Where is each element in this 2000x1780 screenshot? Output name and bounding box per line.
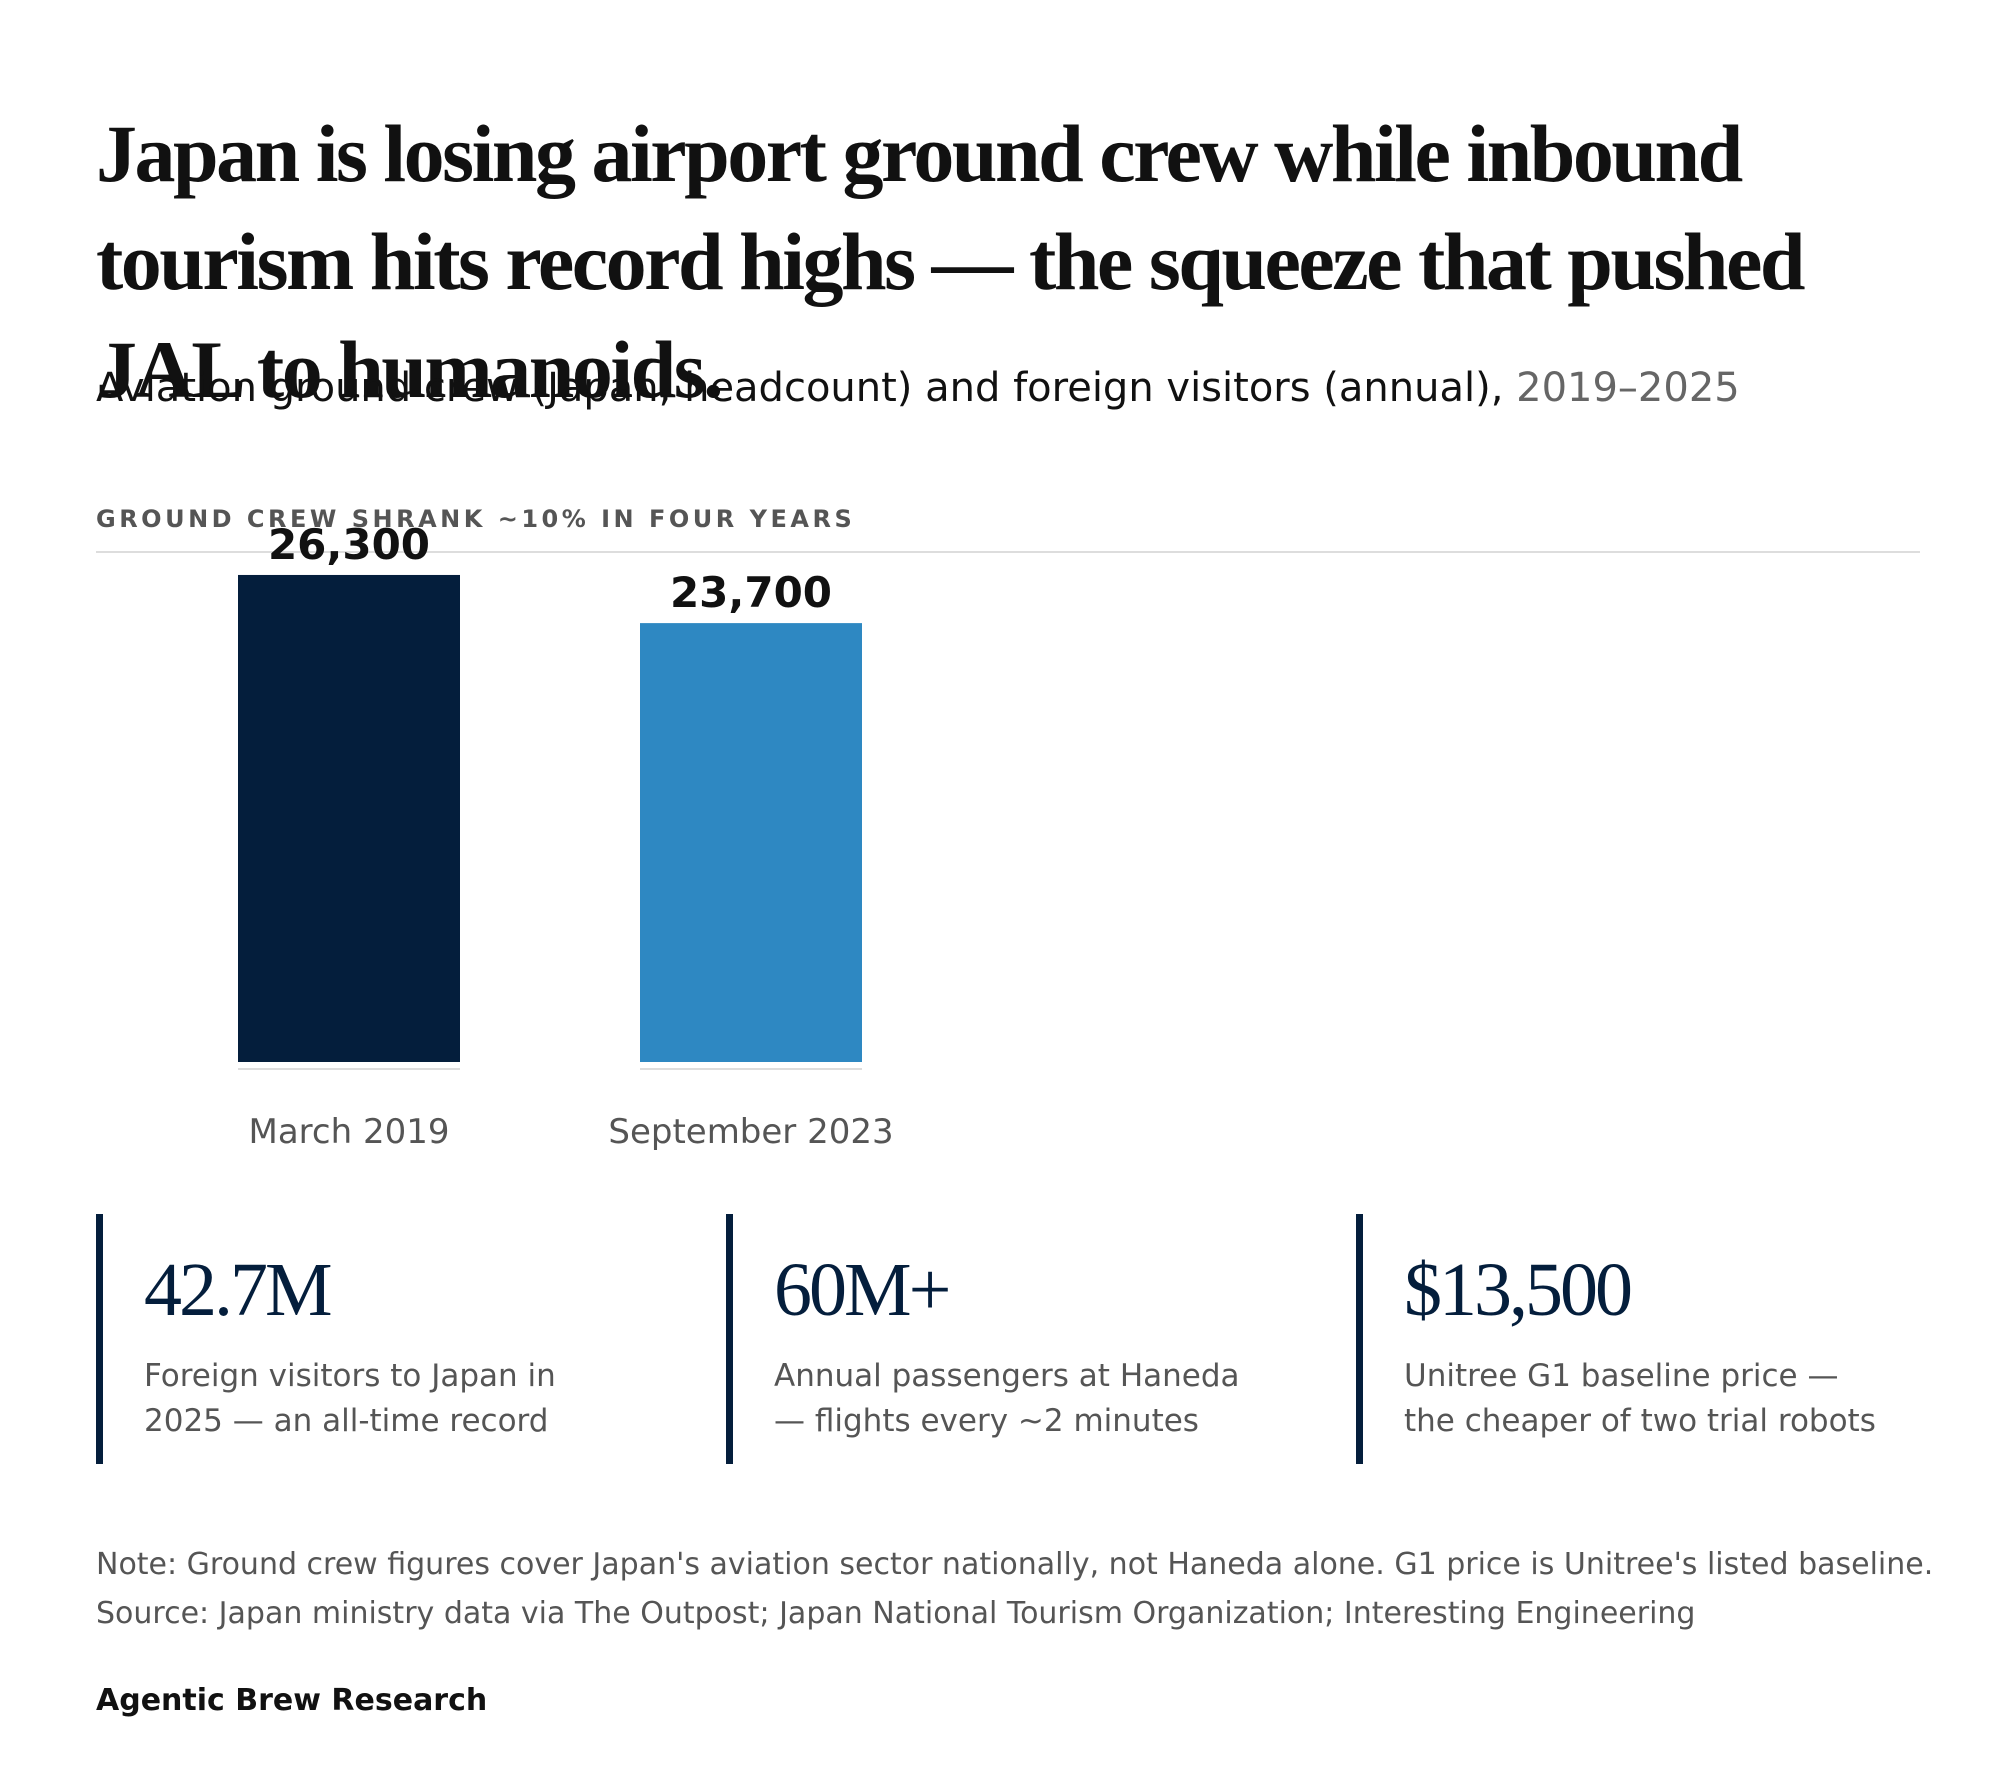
bar-2 [640, 623, 862, 1062]
stat-value: 60M+ [774, 1248, 951, 1332]
subtitle: Aviation ground crew (Japan, headcount) … [96, 360, 1936, 416]
chart-panel-label: GROUND CREW SHRANK ~10% IN FOUR YEARS [96, 505, 856, 533]
stat-value: $13,500 [1404, 1248, 1633, 1332]
stat-card-robot-price: $13,500 Unitree G1 baseline price — the … [1356, 1214, 1916, 1464]
stat-description: Annual passengers at Haneda — flights ev… [774, 1358, 1240, 1439]
brand-credit: Agentic Brew Research [96, 1683, 488, 1718]
stats-row: 42.7M Foreign visitors to Japan in 2025 … [96, 1214, 1936, 1464]
ground-crew-bar-chart: 26,300 March 2019 23,700 September 2023 [238, 520, 894, 1152]
stat-card-visitors: 42.7M Foreign visitors to Japan in 2025 … [96, 1214, 656, 1464]
subtitle-range: 2019–2025 [1516, 365, 1740, 411]
bar-baseline-1 [238, 1068, 460, 1070]
headline: Japan is losing airport ground crew whil… [96, 108, 1805, 415]
stat-value: 42.7M [144, 1248, 333, 1332]
stat-description: Foreign visitors to Japan in 2025 — an a… [144, 1358, 556, 1439]
footnote-source: Source: Japan ministry data via The Outp… [96, 1596, 1696, 1631]
category-label: March 2019 [249, 1112, 450, 1152]
footnote: Note: Ground crew figures cover Japan's … [96, 1540, 1936, 1638]
bar-value-label: 26,300 [268, 520, 430, 569]
stat-card-haneda-passengers: 60M+ Annual passengers at Haneda — fligh… [726, 1214, 1286, 1464]
subtitle-main: Aviation ground crew (Japan, headcount) … [96, 365, 1504, 411]
chart-panel-rule [96, 551, 1920, 553]
footnote-note: Note: Ground crew figures cover Japan's … [96, 1547, 1934, 1582]
stat-description: Unitree G1 baseline price — the cheaper … [1404, 1358, 1876, 1439]
bar-1 [238, 574, 460, 1062]
category-label: September 2023 [608, 1112, 893, 1152]
bar-value-label: 23,700 [670, 568, 832, 617]
bar-baseline-2 [640, 1068, 862, 1070]
